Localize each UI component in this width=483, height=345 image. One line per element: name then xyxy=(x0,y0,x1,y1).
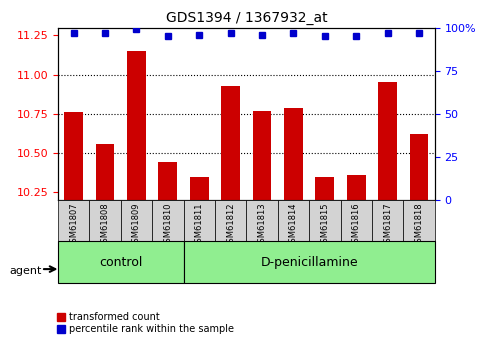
FancyBboxPatch shape xyxy=(341,200,372,242)
FancyBboxPatch shape xyxy=(184,241,435,283)
FancyBboxPatch shape xyxy=(58,241,184,283)
Text: GSM61814: GSM61814 xyxy=(289,202,298,248)
Bar xyxy=(378,82,397,200)
Text: GSM61812: GSM61812 xyxy=(226,202,235,248)
Bar xyxy=(253,111,271,200)
Text: GSM61808: GSM61808 xyxy=(100,202,110,248)
FancyBboxPatch shape xyxy=(278,200,309,242)
Text: GSM61809: GSM61809 xyxy=(132,202,141,248)
FancyBboxPatch shape xyxy=(403,200,435,242)
Bar xyxy=(284,108,303,200)
Bar xyxy=(315,177,334,200)
FancyBboxPatch shape xyxy=(215,200,246,242)
Text: GSM61810: GSM61810 xyxy=(163,202,172,248)
FancyBboxPatch shape xyxy=(309,200,341,242)
Text: GSM61807: GSM61807 xyxy=(69,202,78,248)
FancyBboxPatch shape xyxy=(89,200,121,242)
Legend: transformed count, percentile rank within the sample: transformed count, percentile rank withi… xyxy=(53,308,238,338)
Text: agent: agent xyxy=(10,266,42,276)
FancyBboxPatch shape xyxy=(152,200,184,242)
Bar xyxy=(96,144,114,200)
Text: D-penicillamine: D-penicillamine xyxy=(260,256,358,269)
Text: control: control xyxy=(99,256,142,269)
Bar xyxy=(127,51,146,200)
FancyBboxPatch shape xyxy=(246,200,278,242)
Bar xyxy=(410,134,428,200)
Text: GSM61813: GSM61813 xyxy=(257,202,267,248)
Bar xyxy=(221,86,240,200)
Bar xyxy=(158,162,177,200)
Text: GSM61817: GSM61817 xyxy=(383,202,392,248)
FancyBboxPatch shape xyxy=(184,200,215,242)
Title: GDS1394 / 1367932_at: GDS1394 / 1367932_at xyxy=(166,11,327,25)
Bar xyxy=(347,175,366,200)
Bar xyxy=(64,112,83,200)
Bar xyxy=(190,177,209,200)
Text: GSM61815: GSM61815 xyxy=(320,202,329,248)
Text: GSM61818: GSM61818 xyxy=(414,202,424,248)
FancyBboxPatch shape xyxy=(121,200,152,242)
Text: GSM61811: GSM61811 xyxy=(195,202,204,248)
FancyBboxPatch shape xyxy=(372,200,403,242)
FancyBboxPatch shape xyxy=(58,200,89,242)
Text: GSM61816: GSM61816 xyxy=(352,202,361,248)
